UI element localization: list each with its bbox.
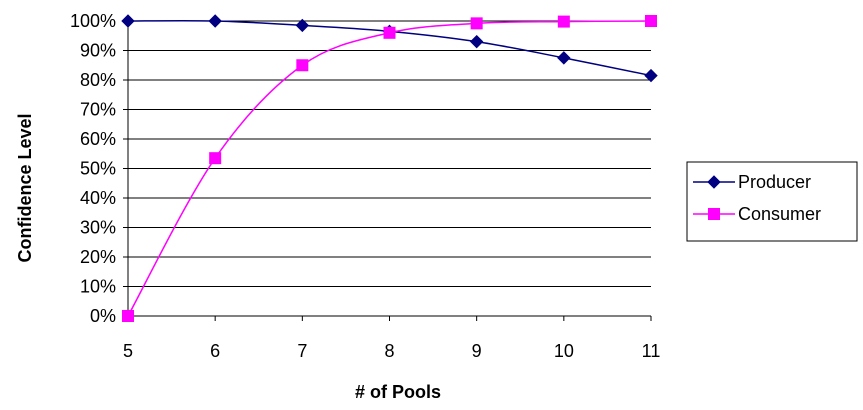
legend-label: Consumer: [738, 204, 821, 224]
x-tick-label: 11: [642, 341, 661, 361]
x-tick-label: 7: [297, 341, 307, 361]
x-tick-label: 6: [210, 341, 220, 361]
data-point: [383, 26, 396, 39]
axes: [127, 21, 651, 317]
x-tick-label: 5: [123, 341, 133, 361]
legend-box: [686, 161, 858, 242]
series-layer: [121, 14, 658, 322]
legend-label: Producer: [738, 172, 811, 192]
x-tick-label: 9: [472, 341, 482, 361]
data-point: [121, 14, 135, 28]
y-tick-label: 20%: [80, 247, 116, 267]
y-tick-label: 0%: [90, 306, 116, 326]
y-tick-label: 70%: [80, 100, 116, 120]
x-axis-ticks: 5 6 7 8 9 10 11: [123, 316, 660, 361]
y-tick-label: 100%: [70, 11, 116, 31]
x-axis-title: # of Pools: [355, 382, 441, 402]
data-point: [557, 15, 570, 28]
data-point: [470, 17, 483, 30]
y-tick-label: 50%: [80, 159, 116, 179]
legend: Producer Consumer: [686, 161, 858, 242]
y-tick-label: 40%: [80, 188, 116, 208]
data-point: [644, 68, 658, 83]
y-axis-title: Confidence Level: [15, 113, 35, 262]
y-tick-label: 80%: [80, 70, 116, 90]
data-point: [208, 14, 222, 28]
y-tick-label: 60%: [80, 129, 116, 149]
legend-marker: [708, 208, 720, 220]
y-tick-label: 10%: [80, 277, 116, 297]
x-tick-label: 8: [384, 341, 394, 361]
y-tick-label: 30%: [80, 218, 116, 238]
data-point: [296, 59, 309, 72]
data-point: [469, 34, 484, 49]
y-axis-ticks: 0% 10% 20% 30% 40% 50% 60% 70% 80% 90% 100%: [70, 11, 128, 326]
series-producer: [121, 14, 658, 83]
data-point: [557, 51, 571, 65]
y-tick-label: 90%: [80, 41, 116, 61]
series-consumer: [122, 15, 657, 322]
gridlines: [128, 20, 651, 287]
data-point: [122, 310, 134, 322]
data-point: [295, 18, 310, 33]
data-point: [645, 15, 657, 27]
legend-marker: [707, 175, 721, 189]
x-tick-label: 10: [554, 341, 574, 361]
data-point: [209, 152, 222, 165]
